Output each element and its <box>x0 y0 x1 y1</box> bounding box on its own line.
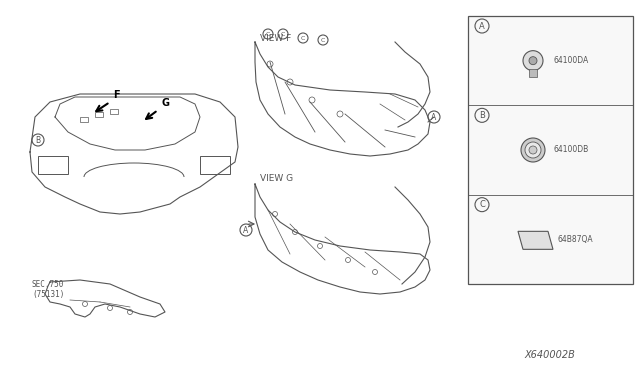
Polygon shape <box>518 231 553 249</box>
Circle shape <box>523 51 543 71</box>
Text: X640002B: X640002B <box>524 350 575 360</box>
Text: 64100DA: 64100DA <box>553 56 588 65</box>
Text: C: C <box>281 32 285 36</box>
Circle shape <box>529 146 537 154</box>
Text: G: G <box>161 98 169 108</box>
Circle shape <box>521 138 545 162</box>
Circle shape <box>525 142 541 158</box>
Bar <box>200 156 230 174</box>
Text: C: C <box>321 38 325 42</box>
Text: 64B87QA: 64B87QA <box>558 235 594 244</box>
Text: 64100DB: 64100DB <box>553 145 588 154</box>
Text: F: F <box>113 90 120 100</box>
Text: C: C <box>266 32 270 36</box>
Bar <box>468 16 633 284</box>
Bar <box>80 117 88 122</box>
Bar <box>110 109 118 114</box>
Text: B: B <box>479 111 485 120</box>
Bar <box>95 112 103 117</box>
Text: A: A <box>479 22 485 31</box>
Bar <box>38 156 68 174</box>
Text: B: B <box>35 135 40 144</box>
Text: VIEW G: VIEW G <box>260 174 293 183</box>
Text: SEC.750
(75131): SEC.750 (75131) <box>32 280 65 299</box>
Text: VIEW F: VIEW F <box>260 34 291 43</box>
Text: C: C <box>479 200 485 209</box>
Bar <box>529 69 537 77</box>
Text: C: C <box>301 35 305 41</box>
Text: A: A <box>243 225 248 234</box>
Circle shape <box>529 57 537 65</box>
Text: A: A <box>431 112 436 122</box>
